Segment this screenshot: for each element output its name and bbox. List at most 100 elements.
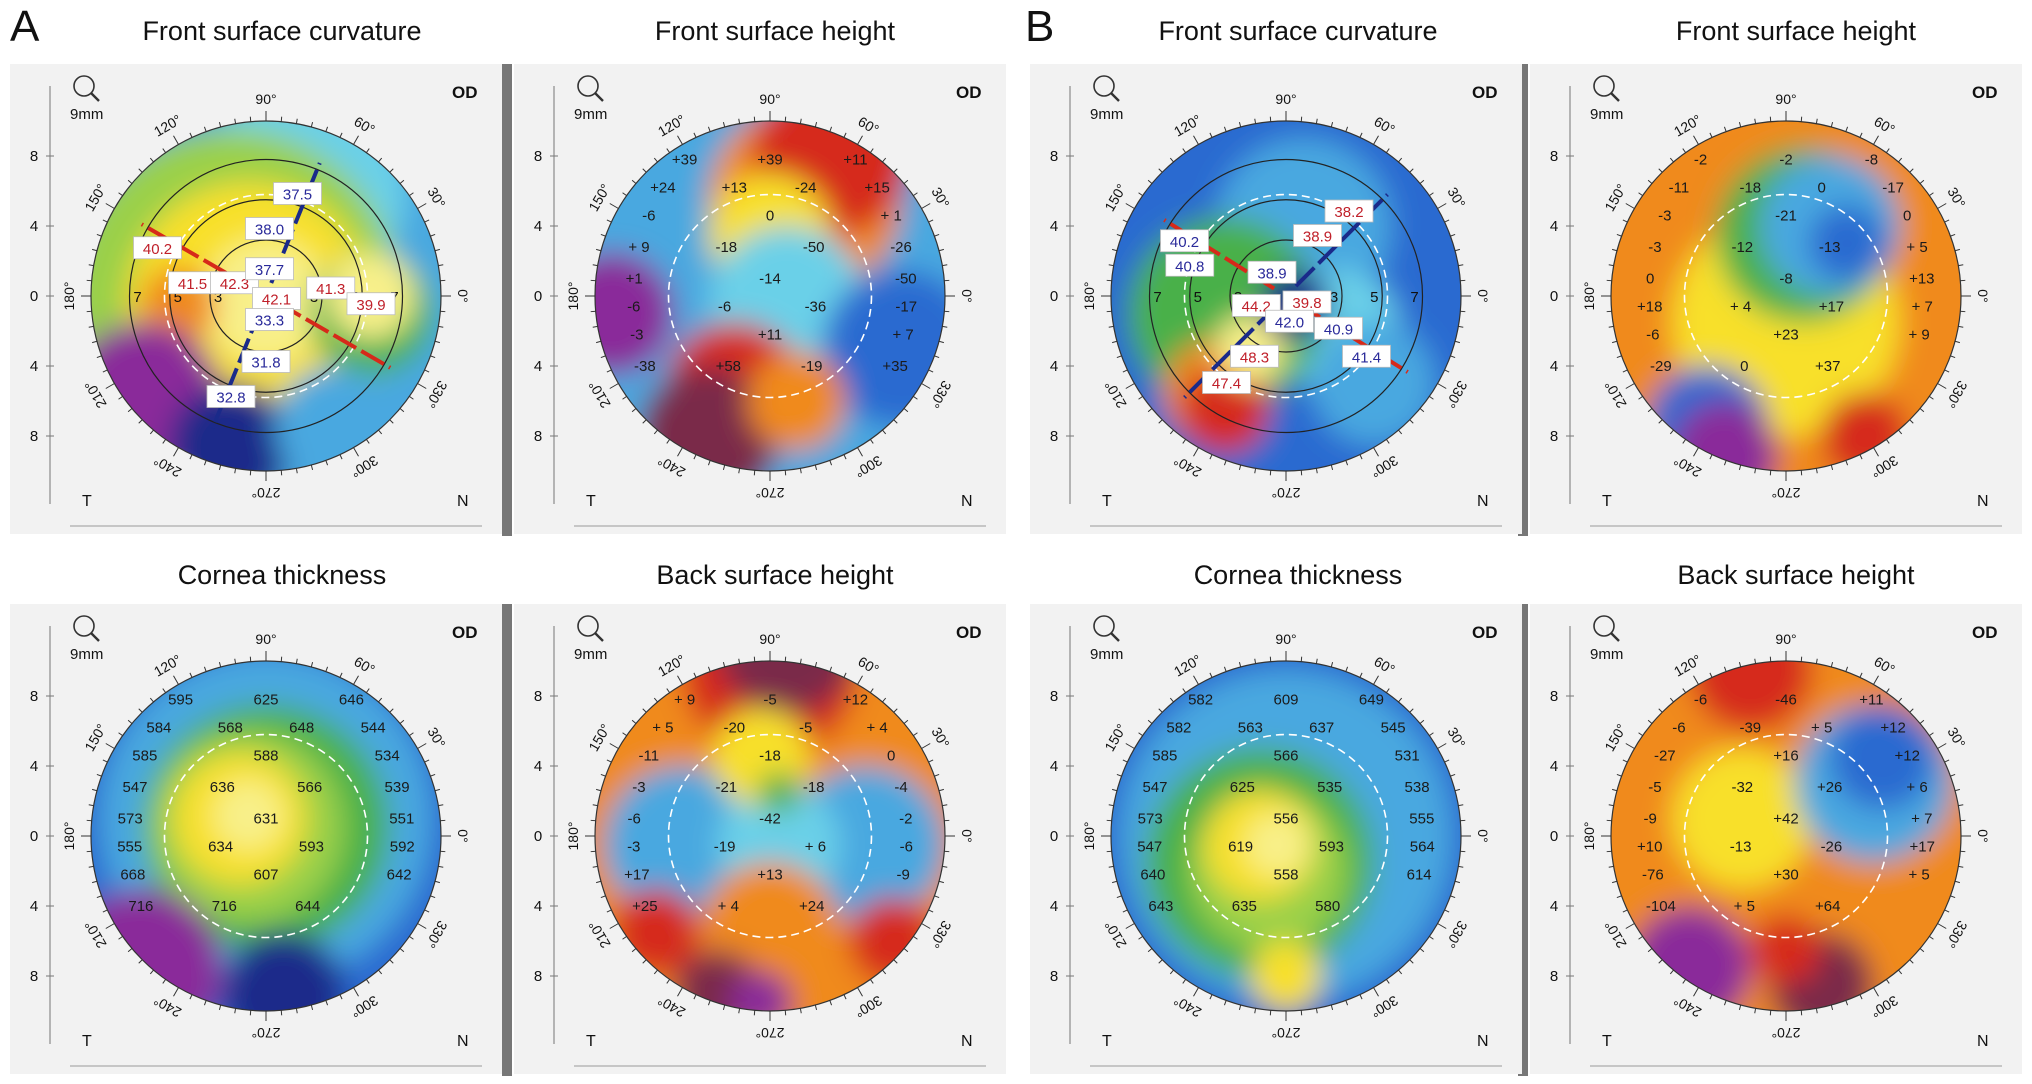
angle-tick (1815, 118, 1818, 124)
map-value: -17 (1882, 180, 1904, 197)
angle-tick (1898, 697, 1903, 703)
scale-label: 8 (30, 428, 38, 445)
map-value: 614 (1407, 867, 1432, 884)
map-value: 0 (1646, 271, 1654, 288)
map-value: -42 (759, 811, 781, 828)
dashed-zone-circle (1183, 733, 1389, 939)
angle-tick (642, 959, 647, 964)
angle-tick (814, 662, 818, 668)
angle-tick (857, 675, 863, 685)
map-value: 636 (210, 779, 235, 796)
scale-label: 4 (534, 218, 542, 235)
angle-tick (1385, 148, 1390, 153)
angle-label: 90° (255, 91, 276, 107)
angle-tick (88, 804, 94, 807)
angle-tick (434, 880, 440, 884)
map-value: -14 (759, 271, 781, 288)
angle-label: 90° (1275, 91, 1296, 107)
angle-tick (417, 923, 427, 929)
scale-label: 8 (1050, 428, 1058, 445)
map-value: 588 (253, 748, 278, 765)
dashed-zone-circle (1683, 733, 1889, 939)
angle-tick (653, 697, 658, 703)
angle-tick (149, 429, 154, 435)
angle-tick (843, 454, 847, 460)
panel-divider (1518, 604, 1528, 1076)
k-value-box (1342, 344, 1391, 368)
angle-tick (1345, 666, 1349, 672)
angle-tick (1909, 959, 1914, 964)
map-value: +12 (1880, 720, 1905, 737)
map-value: 573 (1138, 811, 1163, 828)
map-value: -3 (627, 839, 640, 856)
nasal-label: N (457, 1033, 469, 1050)
angle-tick (1929, 935, 1934, 940)
map-value: -18 (803, 779, 825, 796)
angle-tick (1898, 969, 1903, 975)
map-value: -39 (1739, 720, 1761, 737)
angle-tick (631, 719, 637, 724)
angle-tick (903, 179, 909, 184)
map-value: + 9 (674, 692, 695, 709)
angle-tick (1859, 454, 1863, 460)
angle-label: 90° (1775, 91, 1796, 107)
angle-tick (1238, 662, 1242, 668)
angle-tick (1898, 157, 1903, 163)
angle-tick (1330, 662, 1334, 668)
angle-tick (600, 355, 606, 359)
angle-tick (1409, 419, 1414, 424)
angle-tick (1944, 759, 1950, 763)
k-value: 42.1 (262, 292, 291, 309)
angle-tick (1693, 675, 1699, 685)
angle-tick (609, 743, 619, 749)
angle-label: 180° (565, 822, 581, 851)
map-value: +12 (843, 692, 868, 709)
angle-tick (913, 732, 918, 737)
angle-tick (1108, 865, 1114, 868)
angle-tick (1147, 719, 1153, 724)
angle-tick (1112, 248, 1118, 252)
angle-tick (1954, 248, 1960, 252)
angle-tick (1693, 447, 1699, 457)
angle-tick (1238, 122, 1242, 128)
angle-tick (799, 658, 802, 664)
angle-tick (592, 865, 598, 868)
angle-tick (642, 708, 647, 713)
map-value: 563 (1238, 720, 1263, 737)
angle-tick (1845, 1000, 1849, 1006)
angle-label: 270° (756, 485, 785, 501)
angle-tick (738, 1008, 741, 1014)
angle-label: 270° (252, 485, 281, 501)
k-value-box (1230, 344, 1279, 368)
angle-tick (1398, 969, 1403, 975)
panel-title: Front surface height (654, 16, 896, 46)
angle-tick (417, 383, 427, 389)
scale-label: 0 (1550, 288, 1558, 305)
angle-label: 90° (759, 631, 780, 647)
angle-tick (829, 126, 833, 132)
angle-tick (1709, 454, 1713, 460)
angle-tick (1409, 708, 1414, 713)
angle-tick (942, 804, 948, 807)
angle-tick (1444, 369, 1450, 373)
scale-label: 4 (1050, 898, 1058, 915)
angle-tick (310, 1004, 314, 1010)
map-value: + 4 (866, 720, 887, 737)
map-value: 558 (1273, 867, 1298, 884)
angle-tick (829, 666, 833, 672)
angle-label: 270° (1772, 1025, 1801, 1041)
angle-tick (1622, 369, 1628, 373)
angle-tick (1458, 264, 1464, 267)
map-value: + 6 (805, 839, 826, 856)
k-value: 40.2 (143, 241, 172, 258)
angle-tick (417, 743, 427, 749)
dashed-zone-circle (163, 733, 369, 939)
angle-tick (938, 880, 944, 884)
angle-tick (149, 969, 154, 975)
nasal-label: N (457, 493, 469, 510)
scale-label: 4 (534, 758, 542, 775)
angle-tick (738, 468, 741, 474)
panel-title: Front surface height (1675, 16, 1917, 46)
angle-tick (677, 135, 683, 145)
k-value: 37.7 (255, 262, 284, 279)
